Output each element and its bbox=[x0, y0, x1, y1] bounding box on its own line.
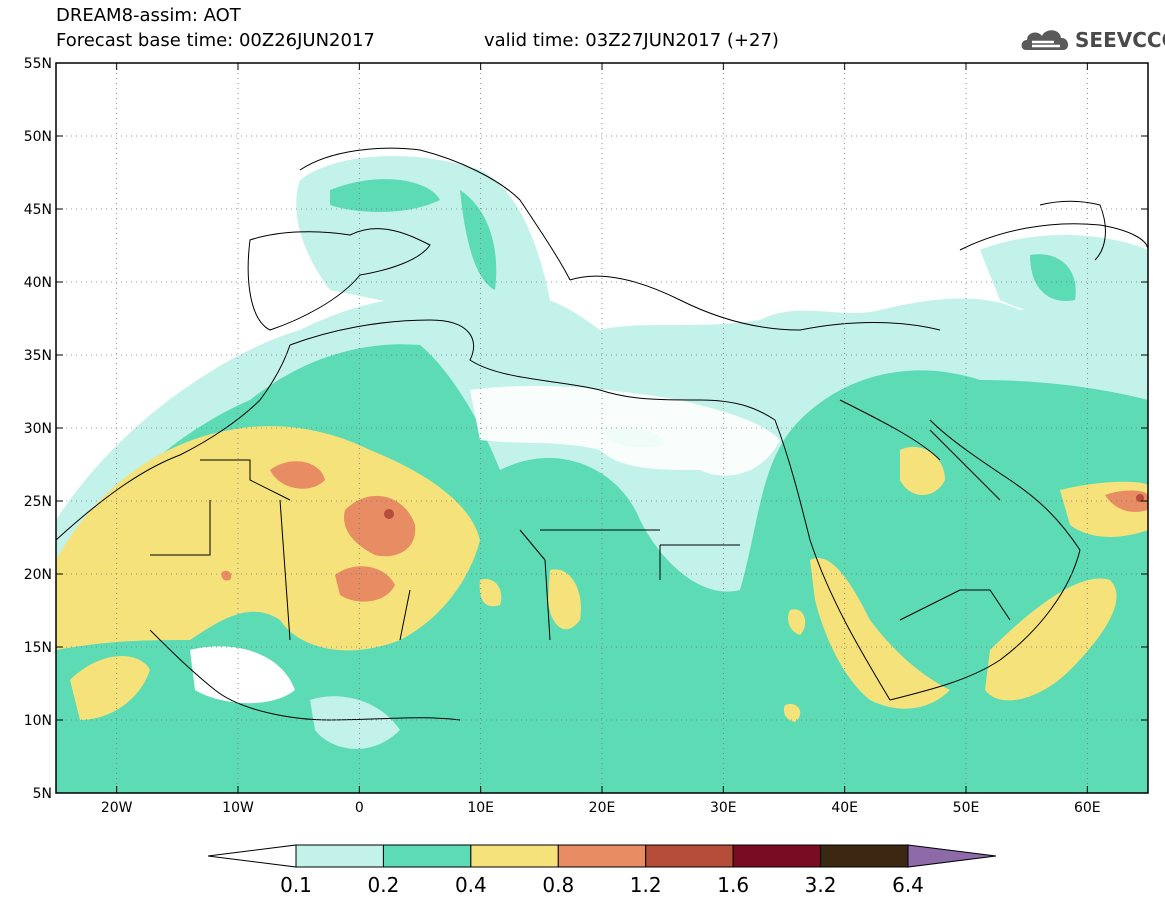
colorbar-swatch bbox=[645, 844, 734, 868]
colorbar-label: 3.2 bbox=[805, 873, 837, 897]
colorbar-swatch bbox=[470, 844, 559, 868]
forecast-base-time: Forecast base time: 00Z26JUN2017 bbox=[56, 30, 375, 51]
colorbar-label: 0.8 bbox=[542, 873, 574, 897]
latitude-labels: 55N 50N 45N 40N 35N 30N 25N 20N 15N 10N 5N bbox=[24, 56, 52, 802]
colorbar-label: 1.6 bbox=[717, 873, 749, 897]
cloud-icon bbox=[1021, 30, 1069, 50]
lat-tick-label: 55N bbox=[24, 56, 52, 72]
lat-tick-label: 35N bbox=[24, 348, 52, 364]
aot-layer-0.8 bbox=[221, 461, 1148, 602]
valid-time: valid time: 03Z27JUN2017 (+27) bbox=[484, 30, 779, 51]
longitude-labels: 20W 10W 0 10E 20E 30E 40E 50E 60E bbox=[101, 800, 1101, 816]
colorbar-high-arrow bbox=[907, 844, 997, 868]
colorbar-low-arrow bbox=[207, 844, 297, 868]
lat-tick-label: 5N bbox=[33, 786, 52, 802]
axis-ticks bbox=[56, 62, 1148, 794]
logo-text: SEEVCCC bbox=[1075, 28, 1165, 52]
lat-tick-label: 45N bbox=[24, 202, 52, 218]
lon-tick-label: 10E bbox=[467, 800, 494, 816]
lat-tick-label: 30N bbox=[24, 421, 52, 437]
colorbar-label: 0.2 bbox=[368, 873, 400, 897]
lat-tick-label: 25N bbox=[24, 494, 52, 510]
lon-tick-label: 30E bbox=[710, 800, 737, 816]
colorbar-swatch bbox=[820, 844, 909, 868]
map-gridlines bbox=[56, 63, 1148, 793]
coastlines bbox=[56, 147, 1148, 721]
model-title: DREAM8-assim: AOT bbox=[56, 5, 241, 26]
lat-tick-label: 15N bbox=[24, 640, 52, 656]
lat-tick-label: 20N bbox=[24, 567, 52, 583]
lat-tick-label: 10N bbox=[24, 713, 52, 729]
lon-tick-label: 10W bbox=[222, 800, 254, 816]
lat-tick-label: 40N bbox=[24, 275, 52, 291]
colorbar-label: 0.4 bbox=[455, 873, 487, 897]
colorbar-label: 0.1 bbox=[280, 873, 312, 897]
colorbar-label: 6.4 bbox=[892, 873, 924, 897]
lat-tick-label: 50N bbox=[24, 129, 52, 145]
colorbar-swatch bbox=[295, 844, 384, 868]
lon-tick-label: 40E bbox=[831, 800, 858, 816]
lon-tick-label: 20E bbox=[589, 800, 616, 816]
lon-tick-label: 60E bbox=[1074, 800, 1101, 816]
seevccc-logo: SEEVCCC bbox=[1018, 22, 1165, 58]
colorbar-swatch bbox=[732, 844, 822, 868]
lon-tick-label: 0 bbox=[355, 800, 364, 816]
colorbar-swatch bbox=[557, 844, 647, 868]
colorbar-label: 1.2 bbox=[630, 873, 662, 897]
aot-field bbox=[56, 63, 1148, 793]
lon-tick-label: 50E bbox=[953, 800, 980, 816]
aot-colorbar bbox=[207, 844, 997, 868]
colorbar-labels: 0.1 0.2 0.4 0.8 1.2 1.6 3.2 6.4 bbox=[280, 873, 924, 897]
aot-layer-1.2 bbox=[384, 494, 1144, 519]
colorbar-swatch bbox=[382, 844, 472, 868]
lon-tick-label: 20W bbox=[101, 800, 133, 816]
aot-clear-areas bbox=[190, 385, 780, 749]
